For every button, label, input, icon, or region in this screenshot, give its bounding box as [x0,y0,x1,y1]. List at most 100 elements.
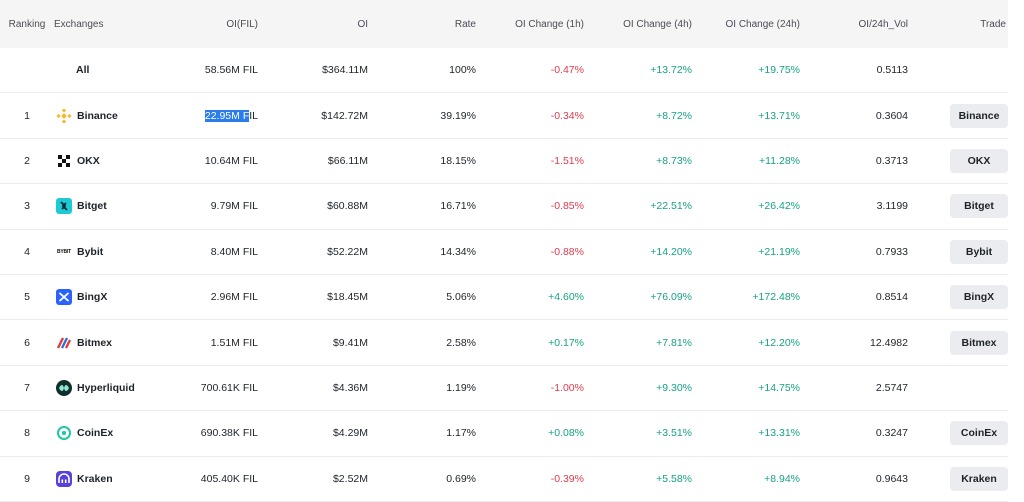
oi-cell: $52.22M [327,245,368,258]
table-row: 7 Hyperliquid 700.61K FIL $4.36M 1.19% -… [0,366,1008,412]
oi-fil-cell: 700.61K FIL [200,381,258,394]
oi-cell: $9.41M [332,336,368,349]
header-trade: Trade [980,18,1006,30]
oi-fil-cell: 405.40K FIL [200,472,258,485]
header-oi: OI [357,18,368,30]
change-4h-cell: +7.81% [656,336,692,349]
rate-cell: 18.15% [440,154,476,167]
change-4h-cell: +9.30% [656,381,692,394]
exchange-cell[interactable]: CoinEx [54,425,154,441]
trade-button-bitget[interactable]: Bitget [950,194,1008,219]
rank-cell: 4 [24,245,30,258]
rate-cell: 39.19% [440,109,476,122]
change-1h-cell: -0.34% [550,109,584,122]
trade-cell: BingX [908,285,1008,310]
table-row: 3 Bitget 9.79M FIL $60.88M 16.71% -0.85%… [0,184,1008,230]
exchange-cell[interactable]: Binance [54,107,154,124]
rate-cell: 100% [449,64,476,77]
table-row: 4 BYBIT Bybit 8.40M FIL $52.22M 14.34% -… [0,230,1008,275]
trade-button-bingx[interactable]: BingX [950,285,1008,310]
trade-button-okx[interactable]: OKX [950,148,1008,173]
change-24h-cell: +14.75% [758,381,800,394]
change-4h-cell: +14.20% [650,245,692,258]
table-row: 9 Kraken 405.40K FIL $2.52M 0.69% -0.39%… [0,457,1008,502]
rank-cell: 5 [24,291,30,304]
rate-cell: 5.06% [446,291,476,304]
trade-cell: Bitmex [908,330,1008,355]
rank-cell: 8 [24,427,30,440]
oi-fil-cell: 2.96M FIL [210,291,258,304]
table-header: Ranking Exchanges OI(FIL) OI Rate OI Cha… [0,0,1008,48]
oi-vol-cell: 2.5747 [875,381,908,394]
change-24h-cell: +172.48% [752,291,800,304]
change-24h-cell: +12.20% [758,336,800,349]
exchange-name: CoinEx [77,427,114,440]
exchange-cell[interactable]: Kraken [54,470,154,487]
table-row: 6 Bitmex 1.51M FIL $9.41M 2.58% +0.17% +… [0,320,1008,366]
header-rate: Rate [454,18,476,30]
exchange-cell[interactable]: Hyperliquid [54,379,154,396]
change-24h-cell: +8.94% [764,472,800,485]
all-label: All [76,64,90,77]
oi-vol-cell: 3.1199 [876,200,908,213]
kraken-icon [56,470,72,487]
rank-cell: 6 [24,336,30,349]
table-row: 2 OKX 10.64M FIL $66.11M 18.15% -1.51% +… [0,139,1008,185]
bybit-icon: BYBIT [56,248,71,255]
trade-cell: Binance [908,103,1008,128]
trade-button-coinex[interactable]: CoinEx [950,421,1008,446]
change-24h-cell: +19.75% [758,64,800,77]
oi-cell: $142.72M [321,109,368,122]
oi-vol-cell: 0.3247 [875,427,908,440]
change-4h-cell: +8.72% [656,109,692,122]
rate-cell: 1.19% [446,381,476,394]
exchange-name: Binance [77,109,118,122]
header-oi-fil: OI(FIL) [226,18,258,30]
trade-button-bybit[interactable]: Bybit [950,239,1008,264]
header-change-24h: OI Change (24h) [725,18,801,30]
table-row: 8 CoinEx 690.38K FIL $4.29M 1.17% +0.08%… [0,411,1008,457]
trade-cell: CoinEx [908,421,1008,446]
oi-fil-cell: 690.38K FIL [200,427,258,440]
exchange-name: Bitmex [77,336,113,349]
trade-cell: Kraken [908,466,1008,491]
header-exchanges: Exchanges [54,18,104,30]
bitmex-icon [56,335,72,351]
oi-fil-cell: 58.56M FIL [204,64,258,77]
change-4h-cell: +5.58% [656,472,692,485]
change-24h-cell: +26.42% [758,200,800,213]
exchange-cell[interactable]: BYBIT Bybit [54,244,154,260]
change-4h-cell: +3.51% [656,427,692,440]
change-4h-cell: +22.51% [650,200,692,213]
exchange-cell[interactable]: Bitmex [54,335,154,351]
exchange-cell[interactable]: BingX [54,289,154,306]
trade-button-binance[interactable]: Binance [950,103,1008,128]
exchange-cell: All [54,64,154,76]
oi-vol-cell: 0.8514 [875,291,908,304]
trade-cell: Bybit [908,239,1008,264]
change-4h-cell: +8.73% [656,154,692,167]
trade-button-bitmex[interactable]: Bitmex [950,330,1008,355]
trade-button-kraken[interactable]: Kraken [950,466,1008,491]
oi-cell: $66.11M [327,154,368,167]
rate-cell: 0.69% [446,472,476,485]
exchange-name: BingX [77,291,108,304]
rate-cell: 16.71% [440,200,476,213]
change-24h-cell: +11.28% [759,154,800,167]
oi-fil-rest: IL [249,109,258,122]
trade-cell: Bitget [908,194,1008,219]
oi-vol-cell: 0.3713 [875,154,908,167]
trade-cell: OKX [908,148,1008,173]
exchange-cell[interactable]: OKX [54,153,154,169]
rate-cell: 1.17% [446,427,476,440]
text-selection: 22.95M F [204,109,250,122]
rank-cell: 1 [24,109,30,122]
oi-vol-cell: 0.7933 [875,245,908,258]
rate-cell: 2.58% [446,336,476,349]
bingx-icon [56,289,72,306]
oi-fil-cell: 1.51M FIL [210,336,258,349]
exchange-cell[interactable]: Bitget [54,198,154,215]
exchange-name: Hyperliquid [77,381,135,394]
exchange-name: Bitget [77,200,107,213]
